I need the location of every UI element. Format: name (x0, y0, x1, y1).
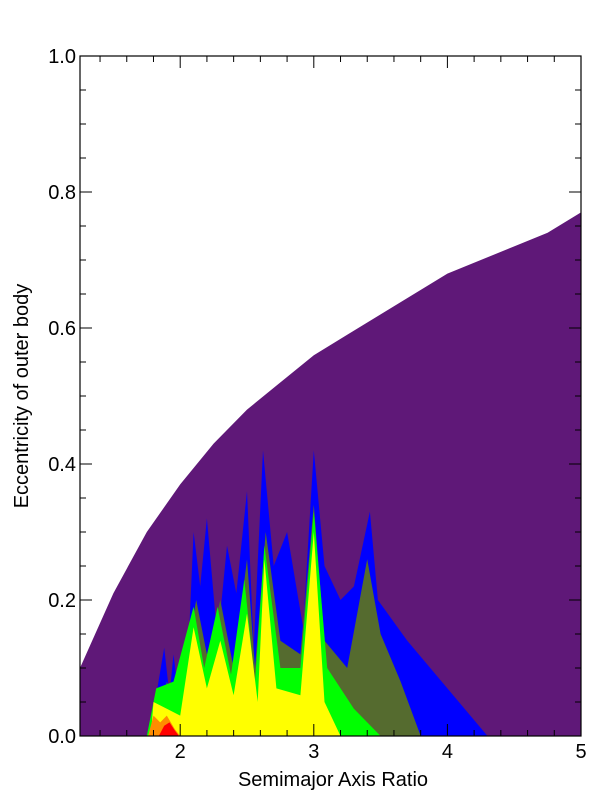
y-tick-label: 0.8 (48, 182, 76, 204)
region-red (158, 722, 179, 736)
y-tick-label: 0.4 (48, 454, 76, 476)
x-tick-label: 3 (308, 741, 319, 763)
axis-ticks (80, 55, 582, 737)
y-tick-label: 0.2 (48, 590, 76, 612)
x-tick-label: 4 (442, 741, 453, 763)
plot-area (80, 212, 581, 736)
x-tick-label: 5 (575, 741, 586, 763)
y-tick-label: 1.0 (48, 46, 76, 68)
y-axis-title: Eccentricity of outer body (11, 284, 33, 509)
tick-labels: 2 3 4 5 0.0 0.2 0.4 0.6 0.8 1.0 (48, 46, 586, 763)
x-tick-label: 2 (175, 741, 186, 763)
y-tick-label: 0.6 (48, 318, 76, 340)
region-yellow (150, 532, 341, 736)
x-axis-title: Semimajor Axis Ratio (238, 769, 428, 791)
y-tick-label: 0.0 (48, 726, 76, 748)
